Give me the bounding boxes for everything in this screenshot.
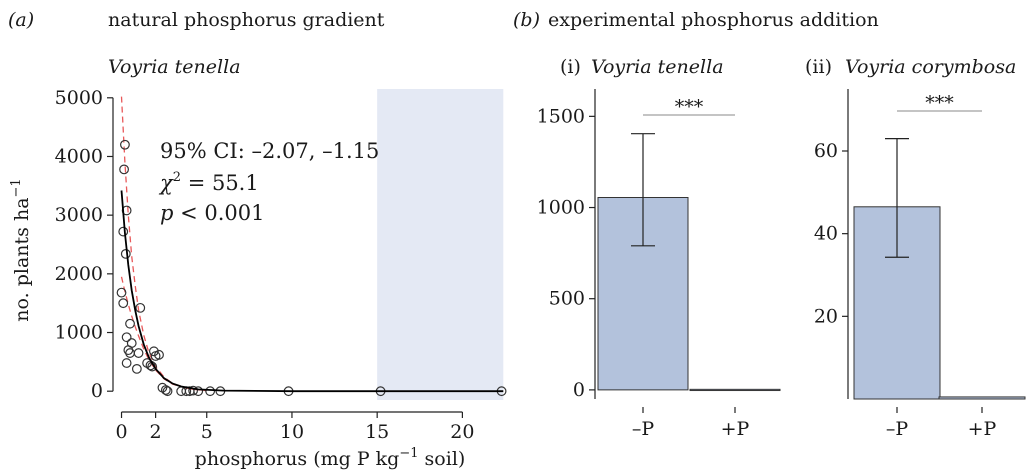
y-tick-label-a: 4000 bbox=[55, 145, 103, 167]
data-point bbox=[149, 346, 159, 357]
data-point bbox=[120, 139, 130, 150]
data-point bbox=[119, 164, 129, 175]
y-tick-label-a: 3000 bbox=[55, 204, 103, 226]
data-point bbox=[121, 332, 132, 343]
data-point bbox=[154, 349, 164, 360]
fit-line bbox=[120, 190, 504, 393]
y-axis-title-a: no. plants ha−1 bbox=[9, 178, 33, 321]
panel-a-title: natural phosphorus gradient bbox=[108, 9, 385, 31]
data-point bbox=[205, 386, 216, 397]
data-point bbox=[125, 348, 135, 358]
x-tick-label: –P bbox=[632, 418, 655, 440]
y-tick-label: 40 bbox=[814, 223, 838, 245]
significance-label: *** bbox=[675, 96, 704, 118]
data-point bbox=[118, 298, 129, 309]
y-tick-label-a: 0 bbox=[91, 380, 103, 402]
data-point bbox=[121, 358, 132, 368]
chart-b-ii-label: (ii) bbox=[805, 56, 832, 78]
data-point bbox=[133, 348, 144, 358]
data-point bbox=[160, 385, 171, 395]
bar-chart-b-ii: (ii) Voyria corymbosa 20 40 60 –P +P *** bbox=[805, 56, 1026, 440]
stat-ci: 95% CI: –2.07, –1.15 bbox=[160, 139, 379, 163]
x-tick-label-a: 15 bbox=[365, 421, 389, 443]
chart-b-i-subtitle: Voyria tenella bbox=[591, 56, 724, 78]
x-axis-title-a: phosphorus (mg P kg−1 soil) bbox=[195, 446, 466, 470]
data-point bbox=[131, 364, 142, 374]
panel-b-tag: (b) bbox=[513, 9, 540, 31]
y-tick-label: 20 bbox=[814, 305, 838, 327]
x-tick-label-a: 2 bbox=[150, 421, 162, 443]
bar bbox=[938, 396, 1026, 400]
data-point bbox=[116, 287, 127, 298]
x-tick-label-a: 10 bbox=[280, 421, 304, 443]
x-tick-label: –P bbox=[886, 418, 909, 440]
x-tick-label-a: 20 bbox=[450, 421, 474, 443]
data-point bbox=[176, 386, 187, 397]
chart-a-subtitle: Voyria tenella bbox=[108, 56, 241, 78]
y-tick-label-a: 1000 bbox=[55, 322, 103, 344]
y-tick-label-a: 5000 bbox=[55, 87, 103, 109]
data-point bbox=[162, 386, 173, 397]
x-tick-label: +P bbox=[968, 418, 997, 440]
y-tick-label: 1500 bbox=[537, 105, 585, 127]
data-point bbox=[123, 345, 134, 356]
x-tick-label-a: 5 bbox=[201, 421, 213, 443]
data-point bbox=[193, 386, 204, 397]
chart-b-ii-subtitle: Voyria corymbosa bbox=[845, 56, 1016, 78]
data-point bbox=[120, 248, 131, 259]
ci-lower-line bbox=[120, 276, 207, 392]
y-tick-label: 500 bbox=[549, 288, 585, 310]
x-tick-label: +P bbox=[721, 418, 750, 440]
y-tick-label: 0 bbox=[573, 379, 585, 401]
y-tick-label: 1000 bbox=[537, 197, 585, 219]
data-point bbox=[118, 226, 129, 237]
significance-label: *** bbox=[925, 92, 954, 114]
stat-chi: χ2 = 55.1 bbox=[158, 170, 259, 195]
stat-p: p < 0.001 bbox=[160, 201, 265, 225]
data-point bbox=[188, 385, 199, 396]
panel-b-title: experimental phosphorus addition bbox=[548, 9, 879, 31]
panel-a-tag: (a) bbox=[8, 9, 34, 31]
chart-b-i-label: (i) bbox=[560, 56, 581, 78]
shaded-region bbox=[377, 89, 504, 400]
y-tick-label: 60 bbox=[814, 140, 838, 162]
data-point bbox=[135, 302, 146, 313]
scatter-chart-a: Voyria tenella 0 1000 2000 3000 4000 5000 0 2 5 1… bbox=[9, 56, 507, 470]
bar-chart-b-i: (i) Voyria tenella 0 500 1000 1500 –P +P *** bbox=[537, 56, 781, 440]
y-tick-label-a: 2000 bbox=[55, 263, 103, 285]
data-point bbox=[125, 318, 135, 329]
x-tick-label-a: 0 bbox=[115, 421, 127, 443]
bar bbox=[689, 388, 781, 392]
